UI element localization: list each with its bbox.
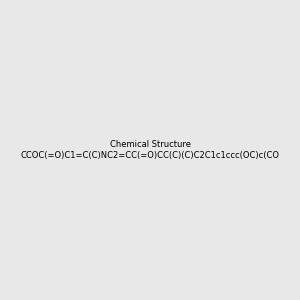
- Text: Chemical Structure
CCOC(=O)C1=C(C)NC2=CC(=O)CC(C)(C)C2C1c1ccc(OC)c(CO: Chemical Structure CCOC(=O)C1=C(C)NC2=CC…: [20, 140, 280, 160]
